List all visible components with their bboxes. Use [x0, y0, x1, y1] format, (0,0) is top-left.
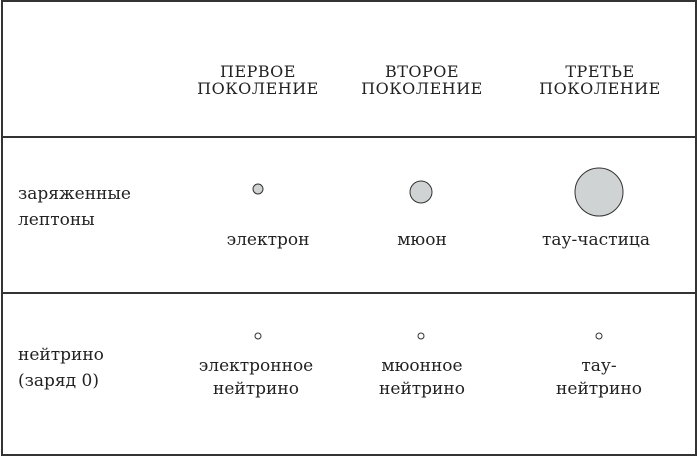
row-divider: [1, 136, 697, 138]
row-label-charged-leptons: заряженные лептоны: [18, 184, 131, 230]
tau-neutrino-label: тау-нейтрино: [556, 356, 642, 399]
header-first-generation: ПЕРВОЕ ПОКОЛЕНИЕ: [197, 62, 319, 98]
tau-circle: [574, 167, 624, 217]
row-divider: [1, 292, 697, 294]
muon-label: мюон: [397, 230, 447, 250]
electron-label: электрон: [226, 230, 310, 250]
electron-neutrino-label: электронное нейтрино: [198, 356, 314, 399]
header-third-generation: ТРЕТЬЕ ПОКОЛЕНИЕ: [539, 62, 661, 98]
electron-neutrino-circle: [254, 332, 262, 340]
header-second-generation: ВТОРОЕ ПОКОЛЕНИЕ: [361, 62, 483, 98]
electron-circle: [252, 183, 264, 195]
muon-neutrino-circle: [417, 332, 425, 340]
tau-label: тау-частица: [542, 230, 650, 250]
muon-circle: [409, 180, 433, 204]
tau-neutrino-circle: [595, 332, 603, 340]
row-label-neutrinos: нейтрино (заряд 0): [18, 345, 104, 391]
muon-neutrino-label: мюонное нейтрино: [379, 356, 465, 399]
